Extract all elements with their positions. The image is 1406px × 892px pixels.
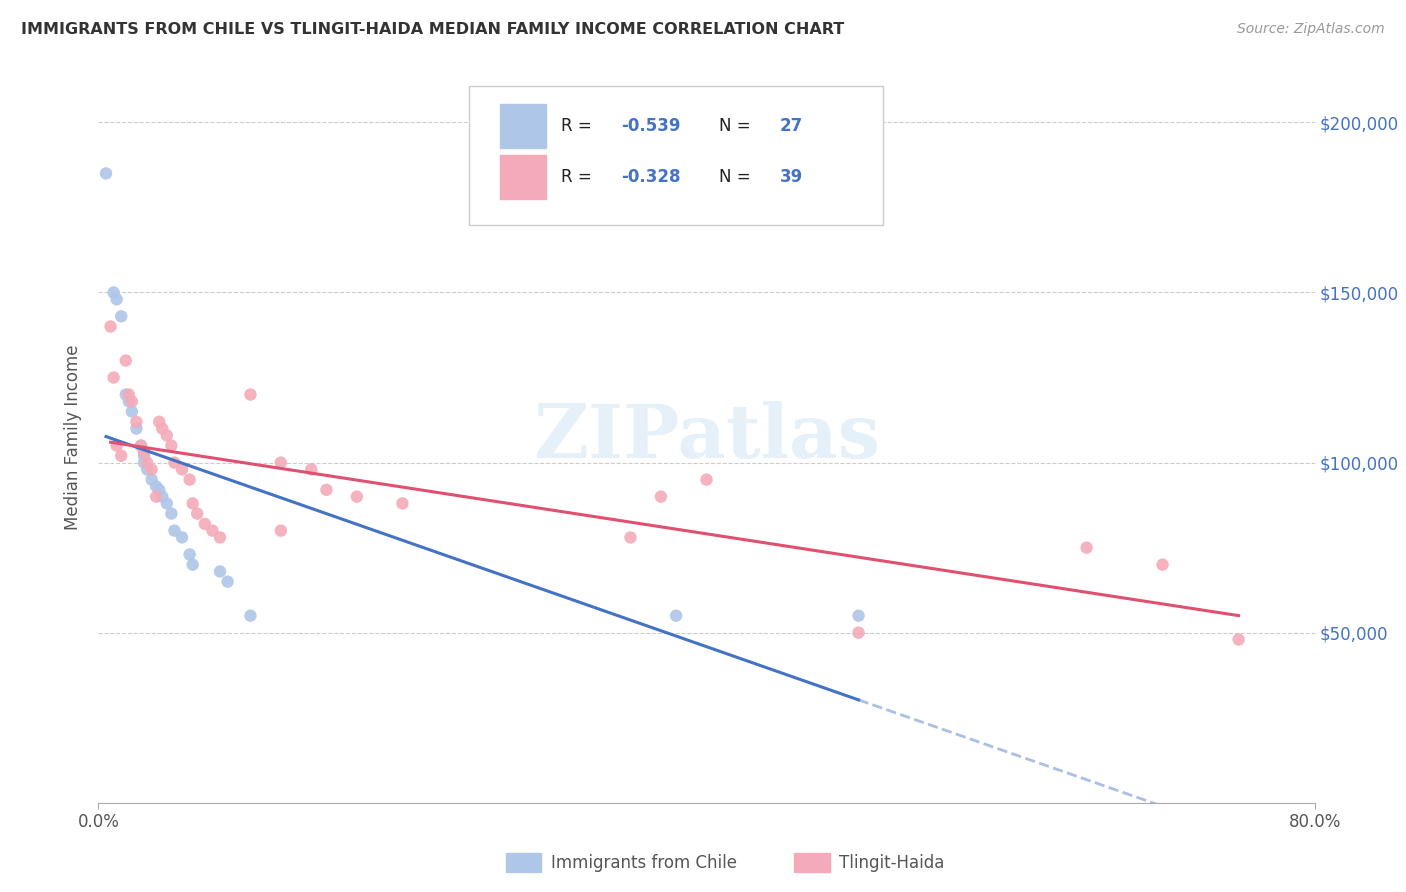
Point (121, 394, 143, 409)
Text: R =: R = (561, 117, 596, 136)
FancyBboxPatch shape (470, 86, 883, 225)
Point (160, 507, 183, 521)
Point (145, 479, 167, 493)
Point (650, 490, 672, 504)
Text: 27: 27 (779, 117, 803, 136)
Point (270, 524, 292, 538)
Point (110, 449, 132, 463)
Point (1076, 541, 1098, 555)
Point (194, 516, 217, 531)
Point (315, 483, 337, 497)
Point (110, 310, 132, 324)
Point (145, 490, 167, 504)
Point (1227, 632, 1250, 647)
Point (148, 415, 170, 429)
Point (156, 428, 179, 442)
Point (201, 524, 224, 538)
Point (141, 462, 163, 476)
Point (170, 531, 193, 545)
Point (105, 439, 128, 453)
Point (100, 319, 122, 334)
Point (118, 387, 141, 401)
Point (696, 473, 718, 487)
Point (665, 608, 688, 623)
Point (156, 496, 179, 510)
Point (848, 625, 870, 640)
Point (217, 574, 239, 589)
Point (125, 415, 148, 429)
Point (132, 445, 155, 459)
Point (179, 473, 201, 487)
Text: -0.328: -0.328 (621, 169, 681, 186)
Point (105, 293, 128, 307)
Text: 39: 39 (779, 169, 803, 186)
Point (160, 439, 183, 453)
Point (118, 394, 141, 409)
Point (114, 387, 136, 401)
Text: Source: ZipAtlas.com: Source: ZipAtlas.com (1237, 22, 1385, 37)
Point (391, 496, 413, 510)
Point (270, 456, 292, 470)
Point (136, 462, 159, 476)
Point (619, 531, 641, 545)
Text: Immigrants from Chile: Immigrants from Chile (551, 854, 737, 871)
Point (125, 421, 148, 435)
Point (163, 524, 186, 538)
Point (150, 421, 173, 435)
Point (114, 353, 136, 368)
Point (103, 285, 125, 300)
Point (150, 490, 173, 504)
Point (1152, 558, 1174, 572)
Text: Tlingit-Haida: Tlingit-Haida (839, 854, 945, 871)
Point (121, 404, 143, 418)
Point (299, 462, 322, 476)
Point (239, 608, 262, 623)
Point (94, 166, 117, 180)
Point (129, 439, 152, 453)
Point (163, 456, 186, 470)
Point (209, 531, 232, 545)
Point (848, 608, 870, 623)
Point (346, 490, 368, 504)
Text: IMMIGRANTS FROM CHILE VS TLINGIT-HAIDA MEDIAN FAMILY INCOME CORRELATION CHART: IMMIGRANTS FROM CHILE VS TLINGIT-HAIDA M… (21, 22, 845, 37)
Point (148, 483, 170, 497)
Point (239, 387, 262, 401)
Point (186, 507, 208, 521)
Text: N =: N = (718, 169, 755, 186)
Text: R =: R = (561, 169, 596, 186)
Point (103, 370, 125, 384)
Point (136, 456, 159, 470)
Point (179, 548, 201, 562)
Point (181, 496, 204, 510)
Bar (499, 155, 546, 200)
Point (209, 565, 232, 579)
Y-axis label: Median Family Income: Median Family Income (65, 344, 83, 530)
Point (141, 473, 163, 487)
Point (132, 449, 155, 463)
Text: ZIPatlas: ZIPatlas (533, 401, 880, 474)
Text: -0.539: -0.539 (621, 117, 681, 136)
Point (129, 439, 152, 453)
Text: N =: N = (718, 117, 755, 136)
Point (170, 462, 193, 476)
Point (132, 456, 155, 470)
Bar (499, 104, 546, 148)
Point (181, 558, 204, 572)
